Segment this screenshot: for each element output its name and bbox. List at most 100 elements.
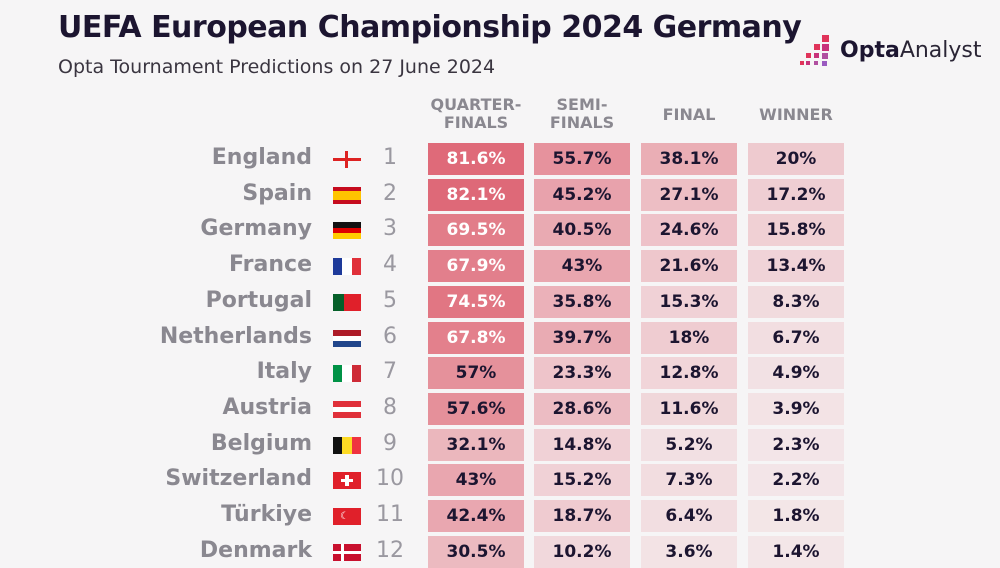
probability-cell: 40.5% (534, 214, 630, 247)
probability-cell: 67.9% (428, 250, 524, 283)
probability-cell: 81.6% (428, 143, 524, 175)
team-name: England (211, 145, 312, 170)
probability-cell: 67.8% (428, 321, 524, 354)
chart-title: UEFA European Championship 2024 Germany (58, 10, 802, 45)
team-rank: 1 (383, 145, 397, 170)
table-row: Spain 2 82.1% 45.2% 27.1% 17.2% (0, 178, 1000, 211)
column-header: QUARTER- FINALS (430, 95, 522, 132)
probability-cell: 30.5% (428, 535, 524, 568)
probability-cell: 14.8% (534, 428, 630, 461)
probability-cell: 42.4% (428, 500, 524, 532)
team-rank: 3 (383, 216, 397, 242)
team-name: Germany (200, 216, 312, 242)
table-row: Germany 3 69.5% 40.5% 24.6% 15.8% (0, 214, 1000, 247)
team-name: Austria (222, 394, 312, 420)
team-name: Portugal (205, 287, 312, 313)
team-rank: 11 (376, 502, 404, 527)
probability-cell: 18.7% (534, 500, 630, 532)
probability-cell: 13.4% (748, 250, 844, 283)
chart-subtitle: Opta Tournament Predictions on 27 June 2… (58, 56, 496, 78)
probability-cell: 27.1% (641, 178, 737, 211)
germany-flag-icon (333, 222, 361, 240)
table-row: Italy 7 57% 23.3% 12.8% 4.9% (0, 357, 1000, 390)
probability-cell: 43% (534, 250, 630, 283)
probability-cell: 38.1% (641, 143, 737, 175)
portugal-flag-icon (333, 293, 361, 311)
probability-cell: 18% (641, 321, 737, 354)
table-row: Switzerland 10 43% 15.2% 7.3% 2.2% (0, 464, 1000, 497)
team-rank: 12 (376, 537, 404, 563)
team-name: Switzerland (165, 466, 312, 492)
probability-cell: 3.6% (641, 535, 737, 568)
probability-cell: 15.3% (641, 285, 737, 318)
probability-cell: 74.5% (428, 285, 524, 318)
probability-cell: 32.1% (428, 428, 524, 461)
probability-cell: 1.8% (748, 500, 844, 532)
table-row: France 4 67.9% 43% 21.6% 13.4% (0, 250, 1000, 283)
opta-logo-icon (800, 35, 829, 66)
probability-cell: 2.3% (748, 428, 844, 461)
probability-cell: 17.2% (748, 178, 844, 211)
probability-cell: 39.7% (534, 321, 630, 354)
probability-cell: 35.8% (534, 285, 630, 318)
logo-text-light: Analyst (899, 37, 982, 63)
team-rank: 6 (383, 323, 397, 349)
probability-cell: 21.6% (641, 250, 737, 283)
probability-cell: 8.3% (748, 285, 844, 318)
table-row: Austria 8 57.6% 28.6% 11.6% 3.9% (0, 392, 1000, 425)
team-rank: 2 (383, 180, 397, 206)
table-row: Denmark 12 30.5% 10.2% 3.6% 1.4% (0, 535, 1000, 568)
team-rank: 7 (383, 359, 397, 385)
table-row: Türkiye ☾ 11 42.4% 18.7% 6.4% 1.8% (0, 500, 1000, 532)
england-flag-icon (333, 151, 361, 168)
team-name: Denmark (199, 537, 312, 563)
team-name: France (229, 252, 312, 278)
probability-cell: 57% (428, 357, 524, 390)
probability-cell: 28.6% (534, 392, 630, 425)
logo-text-bold: Opta (840, 37, 900, 63)
probability-cell: 15.8% (748, 214, 844, 247)
probability-cell: 23.3% (534, 357, 630, 390)
column-header: FINAL (662, 105, 716, 124)
probability-cell: 82.1% (428, 178, 524, 211)
switzerland-flag-icon (333, 472, 361, 490)
probability-cell: 1.4% (748, 535, 844, 568)
team-name: Spain (242, 180, 312, 206)
table-row: Belgium 9 32.1% 14.8% 5.2% 2.3% (0, 428, 1000, 461)
table-row: Netherlands 6 67.8% 39.7% 18% 6.7% (0, 321, 1000, 354)
probability-cell: 12.8% (641, 357, 737, 390)
probability-cell: 20% (748, 143, 844, 175)
probability-cell: 2.2% (748, 464, 844, 497)
turkiye-flag-icon: ☾ (333, 508, 361, 525)
belgium-flag-icon (333, 436, 361, 454)
netherlands-flag-icon (333, 329, 361, 347)
probability-cell: 45.2% (534, 178, 630, 211)
france-flag-icon (333, 258, 361, 276)
team-name: Italy (256, 359, 312, 385)
probability-cell: 6.7% (748, 321, 844, 354)
probability-cell: 10.2% (534, 535, 630, 568)
probability-cell: 69.5% (428, 214, 524, 247)
spain-flag-icon (333, 186, 361, 204)
table-row: Portugal 5 74.5% 35.8% 15.3% 8.3% (0, 285, 1000, 318)
team-name: Belgium (210, 430, 312, 456)
team-rank: 10 (376, 466, 404, 492)
probability-cell: 5.2% (641, 428, 737, 461)
probability-cell: 6.4% (641, 500, 737, 532)
austria-flag-icon (333, 400, 361, 418)
team-rank: 5 (383, 287, 397, 313)
team-rank: 9 (383, 430, 397, 456)
probability-cell: 57.6% (428, 392, 524, 425)
italy-flag-icon (333, 365, 361, 383)
team-rank: 4 (383, 252, 397, 278)
team-name: Netherlands (159, 323, 312, 349)
team-rank: 8 (383, 394, 397, 420)
denmark-flag-icon (333, 543, 361, 561)
probability-cell: 7.3% (641, 464, 737, 497)
team-name: Türkiye (221, 502, 312, 527)
probability-cell: 3.9% (748, 392, 844, 425)
probability-cell: 24.6% (641, 214, 737, 247)
probability-cell: 55.7% (534, 143, 630, 175)
column-header: WINNER (759, 105, 833, 124)
probability-cell: 4.9% (748, 357, 844, 390)
